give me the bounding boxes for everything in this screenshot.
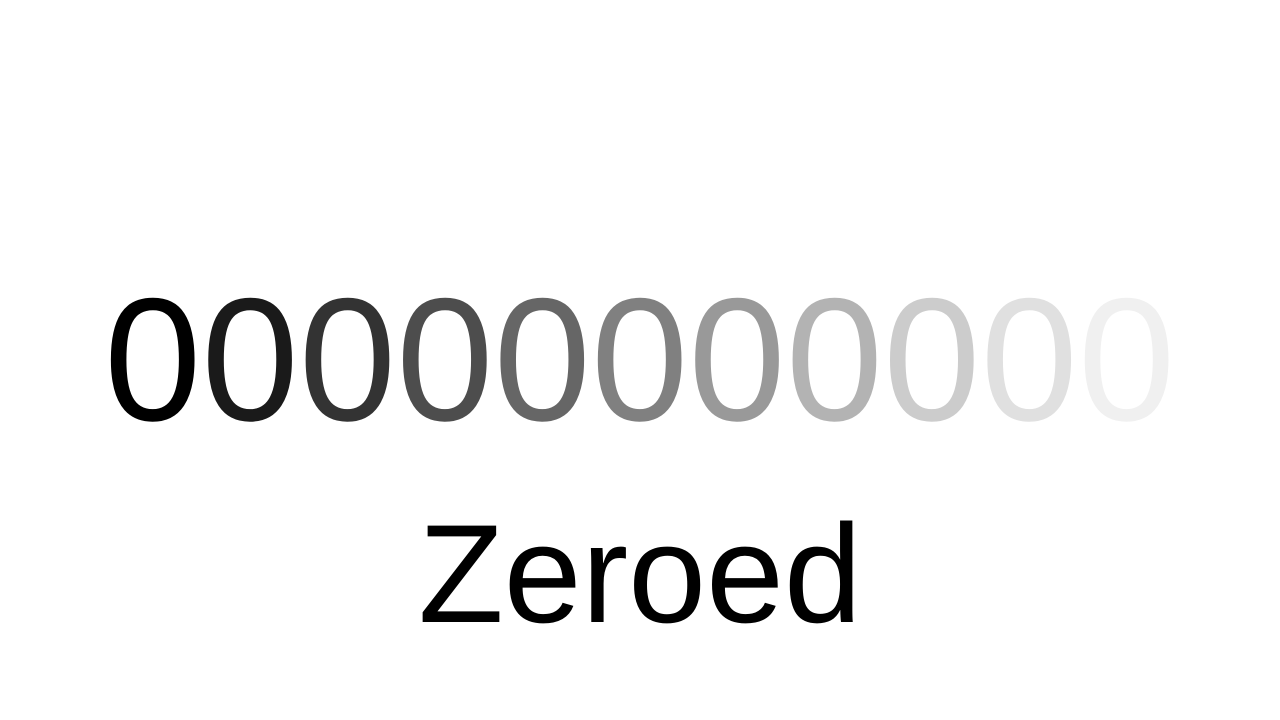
zero-digit-3: 0 — [298, 262, 397, 458]
zero-digit-9: 0 — [883, 262, 981, 458]
zero-digit-2: 0 — [201, 262, 299, 458]
zero-digit-1: 0 — [104, 262, 202, 458]
zero-digit-11: 0 — [1077, 262, 1176, 458]
fading-zeros-row: 0 0 0 0 0 0 0 0 0 0 0 — [104, 270, 1175, 450]
caption-text: Zeroed — [418, 495, 862, 652]
zero-digit-4: 0 — [396, 262, 494, 458]
zero-digit-7: 0 — [688, 262, 786, 458]
zero-digit-6: 0 — [590, 262, 689, 458]
zero-digit-10: 0 — [980, 262, 1078, 458]
zero-digit-5: 0 — [493, 262, 591, 458]
zero-digit-8: 0 — [785, 262, 884, 458]
